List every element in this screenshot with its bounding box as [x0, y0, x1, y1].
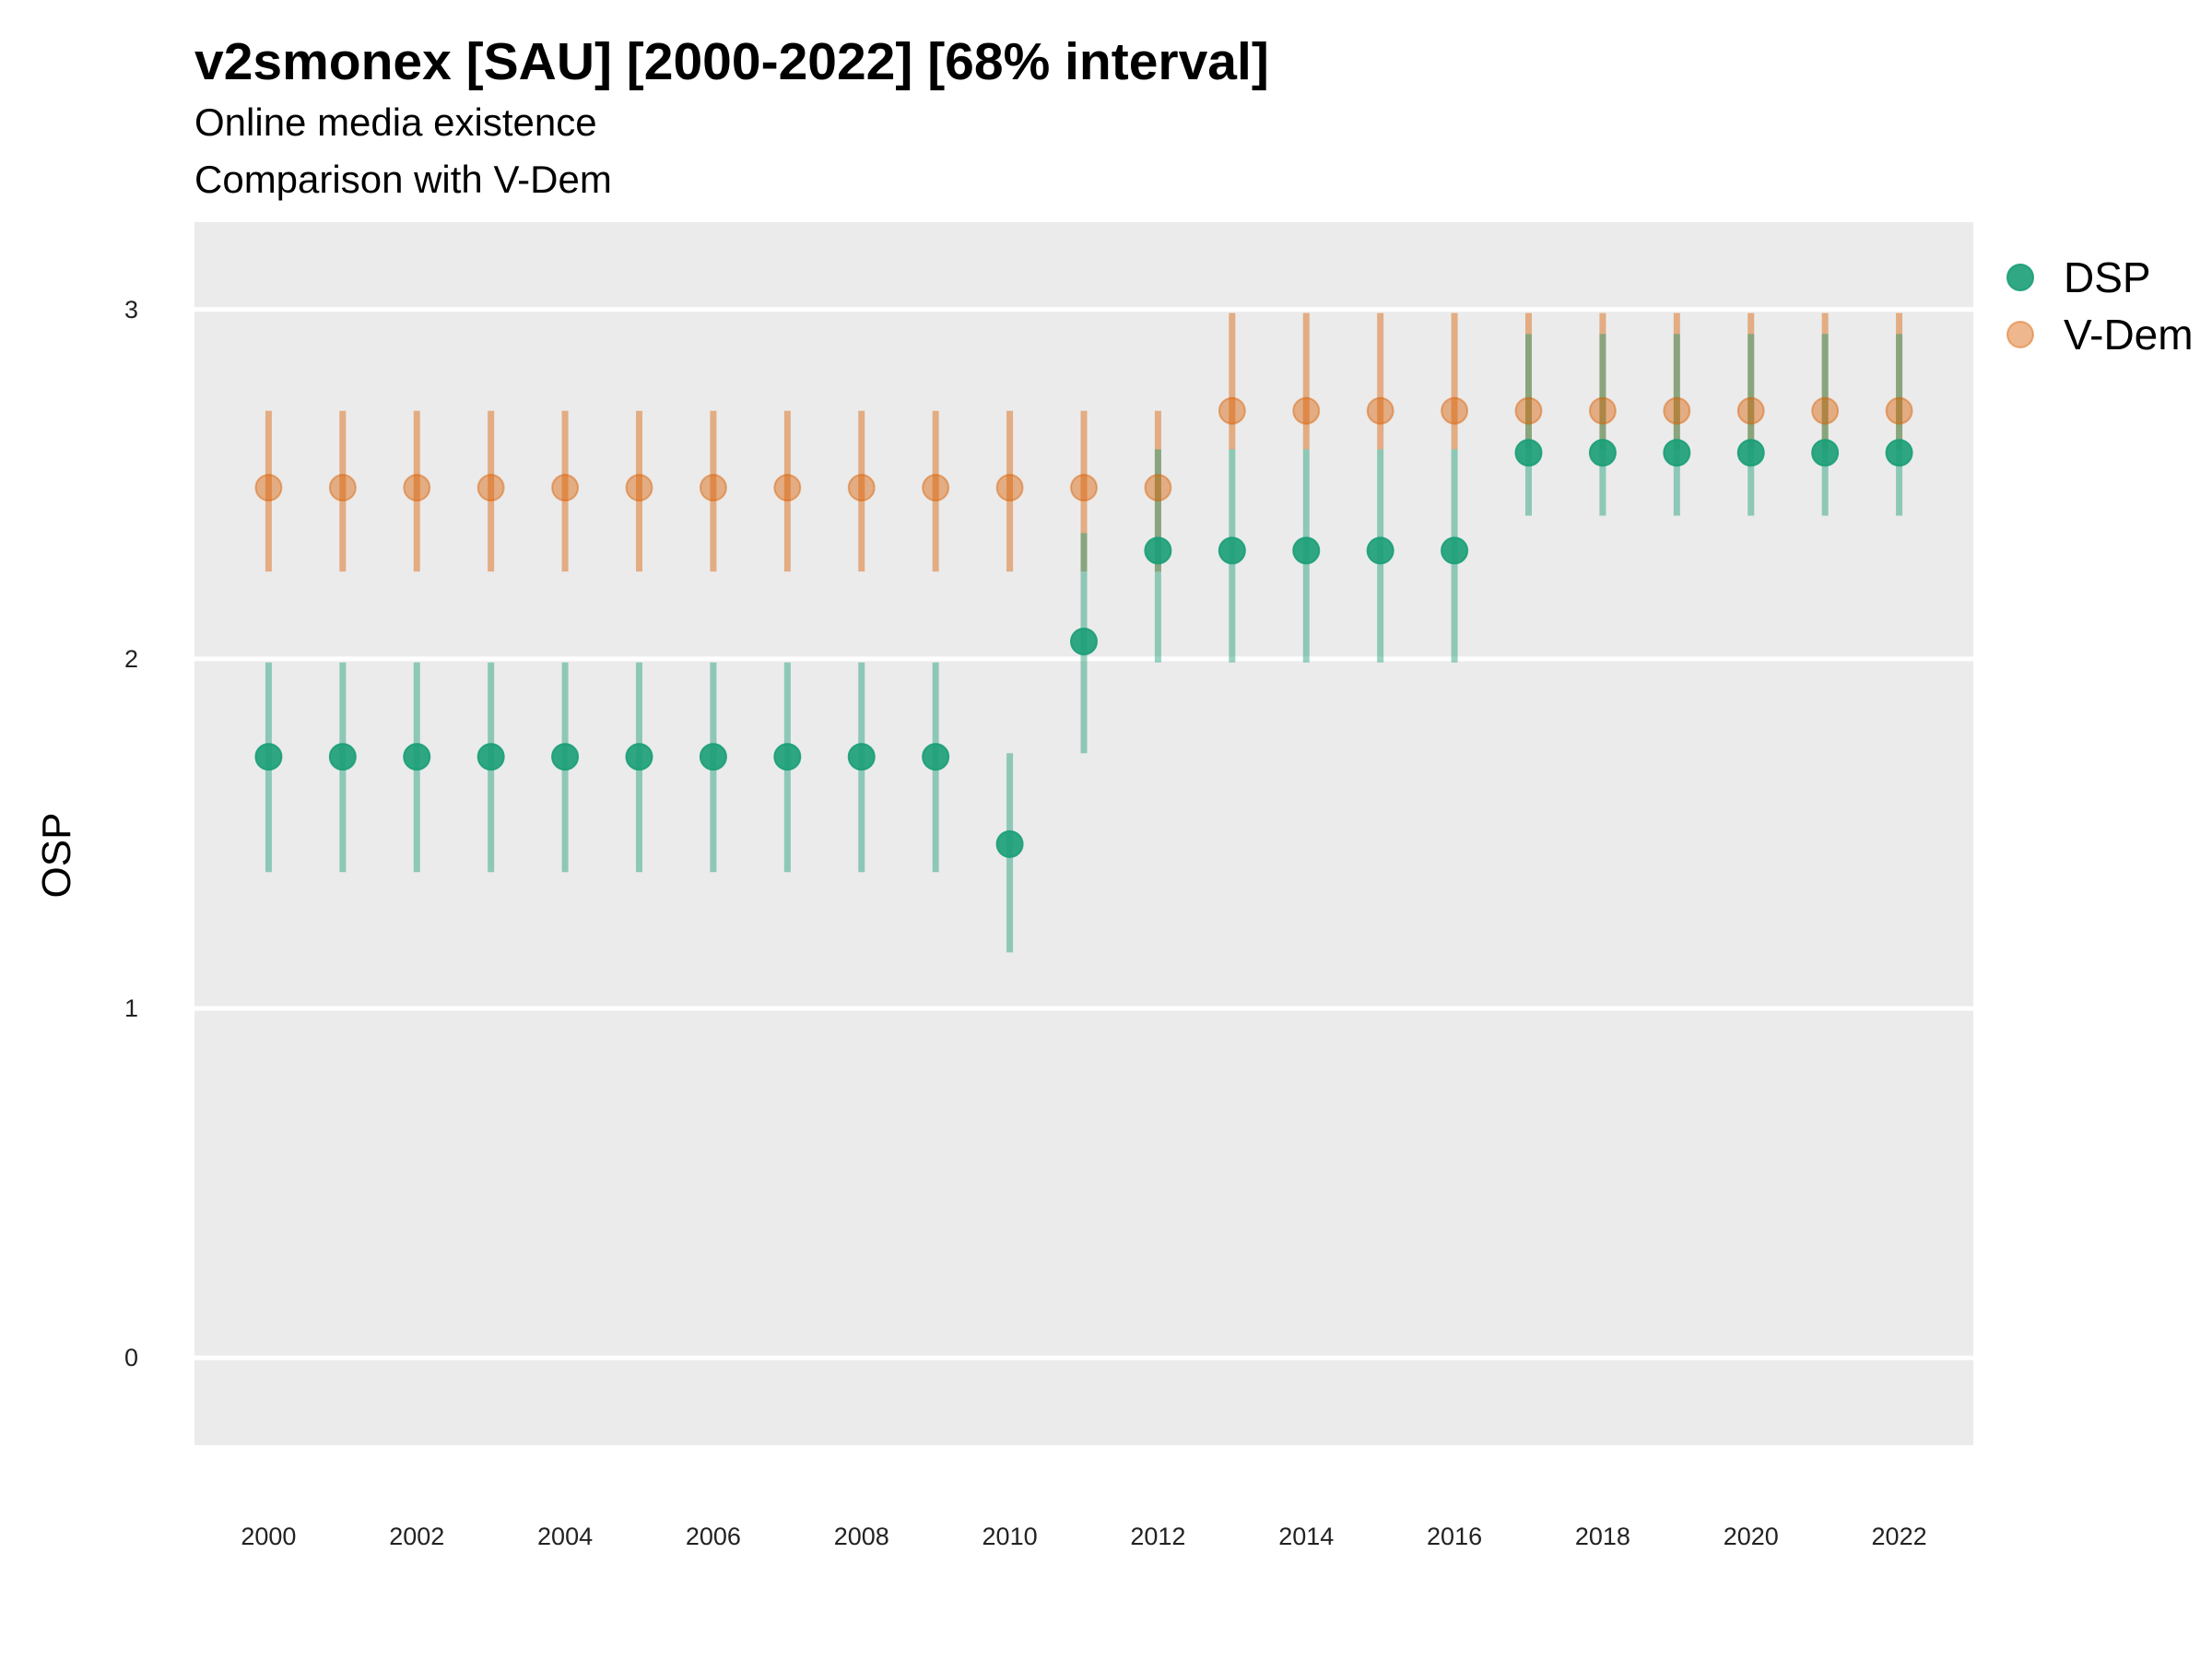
dsp-point: [1514, 439, 1543, 467]
dsp-point: [847, 743, 876, 771]
dsp-point: [1441, 536, 1469, 565]
x-tick-label: 2014: [1278, 1523, 1334, 1550]
v-dem-point: [847, 474, 876, 502]
dsp-point: [699, 743, 727, 771]
v-dem-point: [1070, 474, 1098, 502]
legend-label-v-dem: V-Dem: [2064, 311, 2194, 359]
dsp-point: [1366, 536, 1394, 565]
x-tick-label: 2000: [241, 1523, 296, 1550]
plot-panel: [194, 222, 1973, 1445]
chart-title-block: v2smonex [SAU] [2000-2022] [68% interval…: [194, 33, 1269, 206]
dsp-point: [254, 743, 283, 771]
legend-key-dsp: [2006, 264, 2034, 291]
x-tick-label: 2002: [389, 1523, 444, 1550]
v-dem-point: [1663, 396, 1691, 425]
v-dem-point: [995, 474, 1024, 502]
v-dem-point: [254, 474, 283, 502]
v-dem-point: [1811, 396, 1840, 425]
dsp-point: [551, 743, 580, 771]
dsp-point: [625, 743, 653, 771]
dsp-point: [1588, 439, 1617, 467]
grid-lines: [194, 307, 1973, 1360]
v-dem-point: [1885, 396, 1913, 425]
dsp-point: [1811, 439, 1840, 467]
v-dem-point: [551, 474, 580, 502]
v-dem-point: [477, 474, 505, 502]
v-dem-point: [1736, 396, 1765, 425]
v-dem-point: [1441, 396, 1469, 425]
v-dem-point: [699, 474, 727, 502]
x-tick-label: 2006: [686, 1523, 741, 1550]
legend-label-dsp: DSP: [2064, 253, 2151, 301]
y-tick-label: 0: [124, 1344, 138, 1371]
dsp-point: [477, 743, 505, 771]
data-points: [254, 396, 1913, 858]
v-dem-point: [1292, 396, 1321, 425]
v-dem-point: [1366, 396, 1394, 425]
dsp-point: [1070, 627, 1098, 655]
chart-title: v2smonex [SAU] [2000-2022] [68% interval…: [194, 32, 1269, 91]
x-tick-label: 2012: [1130, 1523, 1185, 1550]
x-tick-labels: 2000 2002 2004 2006 2008 2010 2012 2014 2016 2018…: [241, 1523, 1926, 1550]
x-tick-label: 2008: [834, 1523, 889, 1550]
legend-key-v-dem: [2006, 321, 2034, 348]
dsp-point: [403, 743, 431, 771]
x-tick-label: 2016: [1427, 1523, 1482, 1550]
dsp-point: [1663, 439, 1691, 467]
x-tick-label: 2018: [1575, 1523, 1630, 1550]
y-tick-label: 1: [124, 994, 138, 1022]
v-dem-point: [1588, 396, 1617, 425]
dsp-point: [1885, 439, 1913, 467]
y-tick-label: 2: [124, 645, 138, 673]
v-dem-point: [922, 474, 950, 502]
dsp-point: [922, 743, 950, 771]
v-dem-point: [773, 474, 802, 502]
x-tick-label: 2022: [1872, 1523, 1927, 1550]
dsp-point: [1144, 536, 1172, 565]
dsp-point: [1736, 439, 1765, 467]
v-dem-point: [1514, 396, 1543, 425]
chart-subtitle-2: Comparison with V-Dem: [194, 158, 612, 202]
y-tick-label: 3: [124, 296, 138, 324]
v-dem-point: [1218, 396, 1246, 425]
dsp-point: [995, 830, 1024, 858]
y-axis-label: OSP: [34, 813, 79, 899]
dsp-point: [1218, 536, 1246, 565]
chart-subtitle-1: Online media existence: [194, 100, 597, 144]
v-dem-point: [328, 474, 357, 502]
v-dem-point: [403, 474, 431, 502]
x-tick-label: 2004: [537, 1523, 593, 1550]
dsp-point: [773, 743, 802, 771]
dsp-point: [1292, 536, 1321, 565]
dsp-point: [328, 743, 357, 771]
v-dem-point: [625, 474, 653, 502]
x-tick-label: 2010: [982, 1523, 1038, 1550]
y-tick-labels: 0 1 2 3: [124, 296, 138, 1371]
v-dem-point: [1144, 474, 1172, 502]
legend: DSP V-Dem: [2006, 253, 2194, 359]
x-tick-label: 2020: [1724, 1523, 1779, 1550]
